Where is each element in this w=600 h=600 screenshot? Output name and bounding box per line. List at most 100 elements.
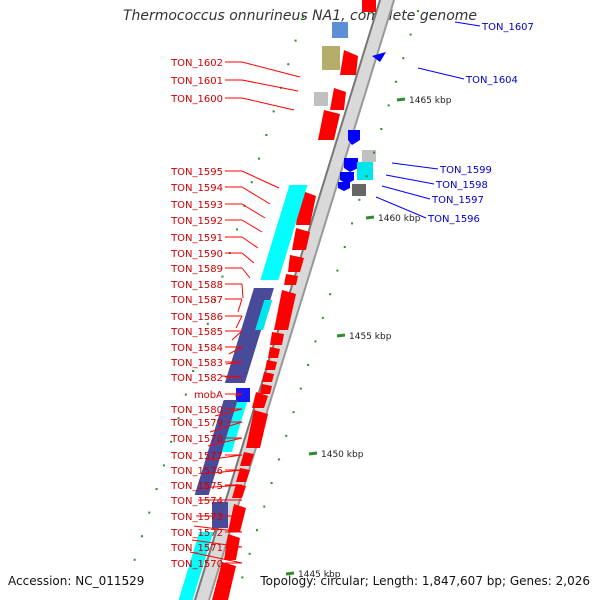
tick-mark — [162, 464, 165, 467]
forward-gene-label[interactable]: TON_1588 — [170, 280, 223, 291]
forward-gene-label[interactable]: TON_1583 — [170, 358, 223, 369]
forward-gene-label[interactable]: TON_1582 — [170, 373, 223, 384]
leader-line — [225, 361, 243, 365]
gene-feature[interactable] — [284, 274, 298, 285]
forward-gene-label[interactable]: TON_1586 — [170, 312, 223, 323]
scale-tick — [285, 571, 295, 576]
gene-feature[interactable] — [362, 150, 376, 162]
leader-line — [375, 196, 427, 219]
gene-feature[interactable] — [194, 400, 238, 495]
tick-mark — [272, 110, 275, 113]
gene-feature[interactable] — [292, 228, 310, 250]
tick-mark — [301, 16, 304, 18]
leader-line — [241, 170, 280, 189]
tick-mark — [255, 529, 258, 532]
forward-gene-label[interactable]: TON_1602 — [170, 58, 223, 69]
gene-feature[interactable] — [357, 162, 373, 180]
gene-feature[interactable] — [362, 0, 376, 12]
tick-mark — [148, 511, 151, 514]
gene-feature[interactable] — [340, 50, 358, 75]
forward-gene-label[interactable]: TON_1589 — [170, 264, 223, 275]
gene-feature[interactable] — [260, 384, 272, 394]
forward-gene-label[interactable]: mobA — [194, 390, 223, 401]
leader-line — [241, 283, 244, 299]
scale-tick — [308, 451, 318, 456]
leader-line — [454, 21, 481, 27]
gene-feature[interactable] — [178, 532, 214, 600]
forward-gene-label[interactable]: TON_1578 — [170, 434, 223, 445]
reverse-gene-label[interactable]: TON_1604 — [465, 75, 518, 86]
gene-feature[interactable] — [322, 46, 340, 70]
forward-gene-label[interactable]: TON_1580 — [170, 405, 223, 416]
leader-line — [241, 203, 266, 219]
forward-gene-label[interactable]: TON_1570 — [170, 559, 223, 570]
forward-gene-label[interactable]: TON_1579 — [170, 418, 223, 429]
gene-feature[interactable] — [314, 92, 328, 106]
forward-gene-label[interactable]: TON_1573 — [170, 512, 223, 523]
forward-gene-label[interactable]: TON_1577 — [170, 451, 223, 462]
reverse-gene-label[interactable]: TON_1599 — [439, 165, 492, 176]
scale-label: 1445 kbp — [298, 570, 341, 580]
gene-feature[interactable] — [236, 468, 250, 482]
gene-feature[interactable] — [352, 184, 366, 196]
reverse-gene-label[interactable]: TON_1596 — [427, 214, 480, 225]
leader-line — [228, 346, 243, 355]
gene-feature[interactable] — [288, 255, 304, 272]
forward-gene-label[interactable]: TON_1595 — [170, 167, 223, 178]
forward-gene-label[interactable]: TON_1593 — [170, 200, 223, 211]
reverse-gene-label[interactable]: TON_1597 — [431, 195, 484, 206]
tick-mark — [292, 411, 295, 414]
gene-feature[interactable] — [340, 172, 354, 184]
gene-feature[interactable] — [318, 110, 340, 140]
forward-gene-label[interactable]: TON_1594 — [170, 183, 223, 194]
gene-feature[interactable] — [274, 290, 296, 330]
forward-gene-label[interactable]: TON_1591 — [170, 233, 223, 244]
gene-feature[interactable] — [332, 22, 348, 38]
forward-gene-label[interactable]: TON_1600 — [170, 94, 223, 105]
reverse-gene-label[interactable]: TON_1607 — [481, 22, 534, 33]
forward-gene-label[interactable]: TON_1571 — [170, 543, 223, 554]
forward-gene-label[interactable]: TON_1587 — [170, 295, 223, 306]
forward-gene-label[interactable]: TON_1572 — [170, 528, 223, 539]
gene-feature[interactable] — [255, 300, 273, 330]
leader-line — [191, 539, 243, 548]
reverse-gene-label[interactable]: TON_1598 — [435, 180, 488, 191]
gene-feature[interactable] — [221, 402, 248, 452]
gene-feature[interactable] — [240, 452, 254, 466]
gene-feature[interactable] — [262, 372, 274, 382]
forward-gene-label[interactable]: TON_1601 — [170, 76, 223, 87]
forward-gene-label[interactable]: TON_1590 — [170, 249, 223, 260]
gene-feature[interactable] — [232, 484, 246, 498]
gene-feature[interactable] — [348, 130, 360, 145]
gene-feature[interactable] — [265, 360, 277, 370]
gene-feature[interactable] — [372, 52, 386, 62]
gene-feature[interactable] — [268, 347, 280, 358]
tick-mark — [184, 393, 187, 396]
forward-gene-label[interactable]: TON_1584 — [170, 343, 223, 354]
tick-mark — [402, 57, 405, 60]
forward-gene-label[interactable]: TON_1574 — [170, 496, 223, 507]
forward-gene-label[interactable]: TON_1575 — [170, 481, 223, 492]
gene-feature[interactable] — [338, 182, 350, 191]
gene-feature[interactable] — [270, 332, 284, 345]
tick-mark — [126, 582, 129, 585]
gene-feature[interactable] — [330, 88, 346, 110]
gene-feature[interactable] — [344, 158, 358, 172]
gene-feature[interactable] — [260, 185, 308, 280]
tick-mark — [394, 80, 397, 83]
scale-tick — [336, 333, 346, 338]
gene-feature[interactable] — [228, 504, 246, 532]
scale-label: 1460 kbp — [378, 214, 421, 224]
forward-gene-label[interactable]: TON_1576 — [170, 466, 223, 477]
gene-feature[interactable] — [246, 410, 268, 448]
forward-gene-label[interactable]: TON_1592 — [170, 216, 223, 227]
forward-gene-label[interactable]: TON_1585 — [170, 327, 223, 338]
gene-feature[interactable] — [212, 502, 228, 528]
gene-feature[interactable] — [252, 392, 268, 408]
leader-line — [202, 469, 243, 475]
tick-mark — [314, 340, 317, 343]
gene-feature[interactable] — [212, 562, 236, 600]
leader-line — [385, 174, 435, 185]
leader-line — [207, 437, 243, 447]
gene-feature[interactable] — [236, 388, 250, 402]
